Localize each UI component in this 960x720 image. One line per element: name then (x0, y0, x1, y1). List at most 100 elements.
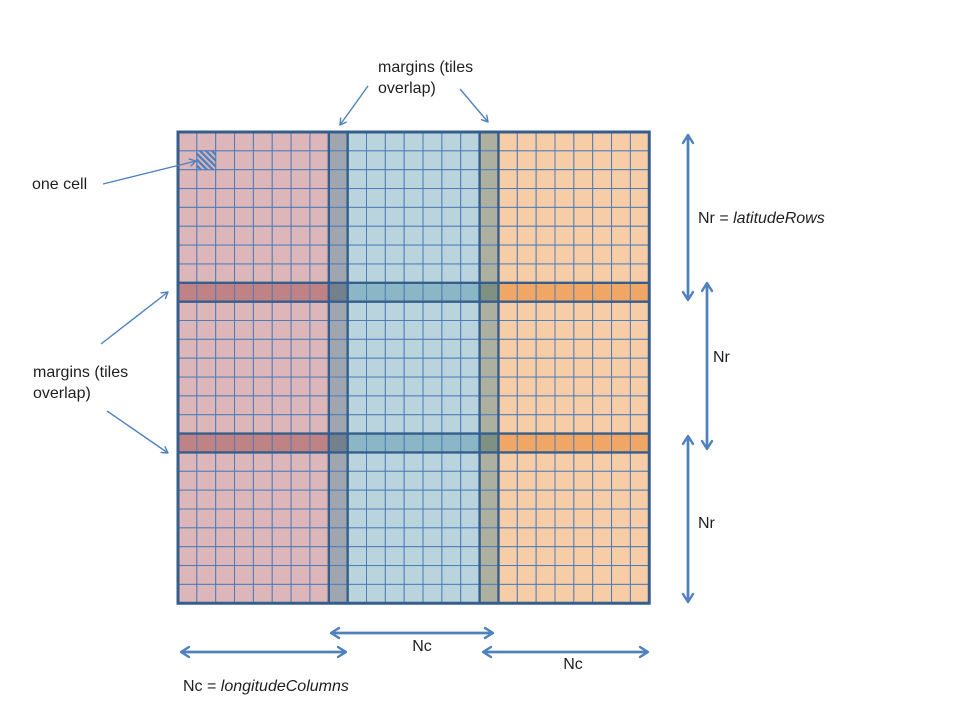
grid-cell (403, 376, 424, 397)
grid-cell (196, 263, 217, 284)
grid-cell (403, 546, 424, 567)
grid-cell (234, 338, 254, 359)
grid-cell (441, 320, 462, 340)
grid-cell (290, 263, 311, 284)
grid-cell (592, 206, 613, 227)
grid-cell (592, 357, 613, 378)
grid-cell (611, 376, 631, 397)
grid-cell (196, 169, 217, 190)
grid-cell (422, 320, 443, 340)
grid-cell (497, 225, 518, 246)
grid-cell (497, 527, 518, 548)
grid-cell (573, 583, 594, 604)
grid-cell (516, 583, 537, 604)
grid-cell (497, 376, 518, 397)
grid-cell (554, 508, 575, 529)
grid-cell (403, 225, 424, 246)
grid-cell (384, 338, 405, 359)
grid-cell (573, 150, 594, 171)
grid-cell (573, 565, 594, 585)
grid-cell (384, 433, 405, 453)
grid-cell (215, 301, 236, 321)
grid-cell (234, 527, 254, 548)
top-margin-left-pointer-arrow (339, 85, 369, 126)
grid-cell (290, 470, 311, 491)
grid-cell (177, 263, 198, 284)
grid-cell (479, 395, 499, 416)
grid-cell (422, 282, 443, 303)
grid-cell (234, 320, 254, 340)
grid-cell (366, 357, 386, 378)
grid-cell (441, 357, 462, 378)
grid-cell (215, 527, 236, 548)
grid-cell (309, 565, 330, 585)
grid-cell (516, 508, 537, 529)
grid-cell (460, 433, 481, 453)
grid-cell (309, 546, 330, 567)
grid-cell (252, 282, 273, 303)
grid-cell (573, 546, 594, 567)
grid-cell (366, 301, 386, 321)
grid-cell (479, 150, 499, 171)
grid-cell (328, 527, 349, 548)
grid-cell (535, 131, 556, 152)
grid-cell (234, 470, 254, 491)
grid-cell (328, 546, 349, 567)
grid-cell (611, 244, 631, 265)
grid-cell (554, 169, 575, 190)
grid-cell (592, 338, 613, 359)
grid-cell (328, 451, 349, 472)
grid-cell (384, 301, 405, 321)
grid-cell (554, 527, 575, 548)
grid-cell (215, 244, 236, 265)
grid-cell (234, 244, 254, 265)
grid-cell (252, 489, 273, 510)
grid-cell (629, 565, 650, 585)
grid-cell (384, 508, 405, 529)
grid-cell (479, 188, 499, 208)
grid-cell (403, 169, 424, 190)
grid-cell (554, 546, 575, 567)
grid-cell (479, 282, 499, 303)
grid-cell (573, 357, 594, 378)
grid-cell (460, 527, 481, 548)
grid-cell (592, 414, 613, 435)
grid-cell (271, 320, 292, 340)
grid-cell (328, 263, 349, 284)
grid-cell (366, 320, 386, 340)
grid-cell (554, 414, 575, 435)
grid-cell (554, 206, 575, 227)
grid-cell (252, 527, 273, 548)
grid-cell (215, 414, 236, 435)
grid-cell (215, 583, 236, 604)
grid-cell (366, 225, 386, 246)
grid-cell (460, 338, 481, 359)
grid-cell (347, 150, 367, 171)
grid-cell (516, 206, 537, 227)
grid-cell (177, 508, 198, 529)
grid-cell (215, 320, 236, 340)
grid-cell (460, 508, 481, 529)
grid-cell (252, 263, 273, 284)
grid-cell (366, 489, 386, 510)
grid-cell (271, 376, 292, 397)
grid-cell (366, 414, 386, 435)
grid-cell (611, 282, 631, 303)
grid-cell (422, 169, 443, 190)
grid-cell (535, 282, 556, 303)
grid-cell (384, 206, 405, 227)
grid-cell (290, 527, 311, 548)
grid-cell (479, 131, 499, 152)
grid-cell (611, 433, 631, 453)
grid-cell (573, 263, 594, 284)
grid-cell (309, 244, 330, 265)
nc-middle-label: Nc (412, 638, 432, 655)
grid-cell (497, 338, 518, 359)
grid-cell (611, 131, 631, 152)
grid-cell (497, 470, 518, 491)
grid-cell (460, 583, 481, 604)
grid-cell (592, 433, 613, 453)
grid-cell (234, 263, 254, 284)
grid-cell (629, 225, 650, 246)
